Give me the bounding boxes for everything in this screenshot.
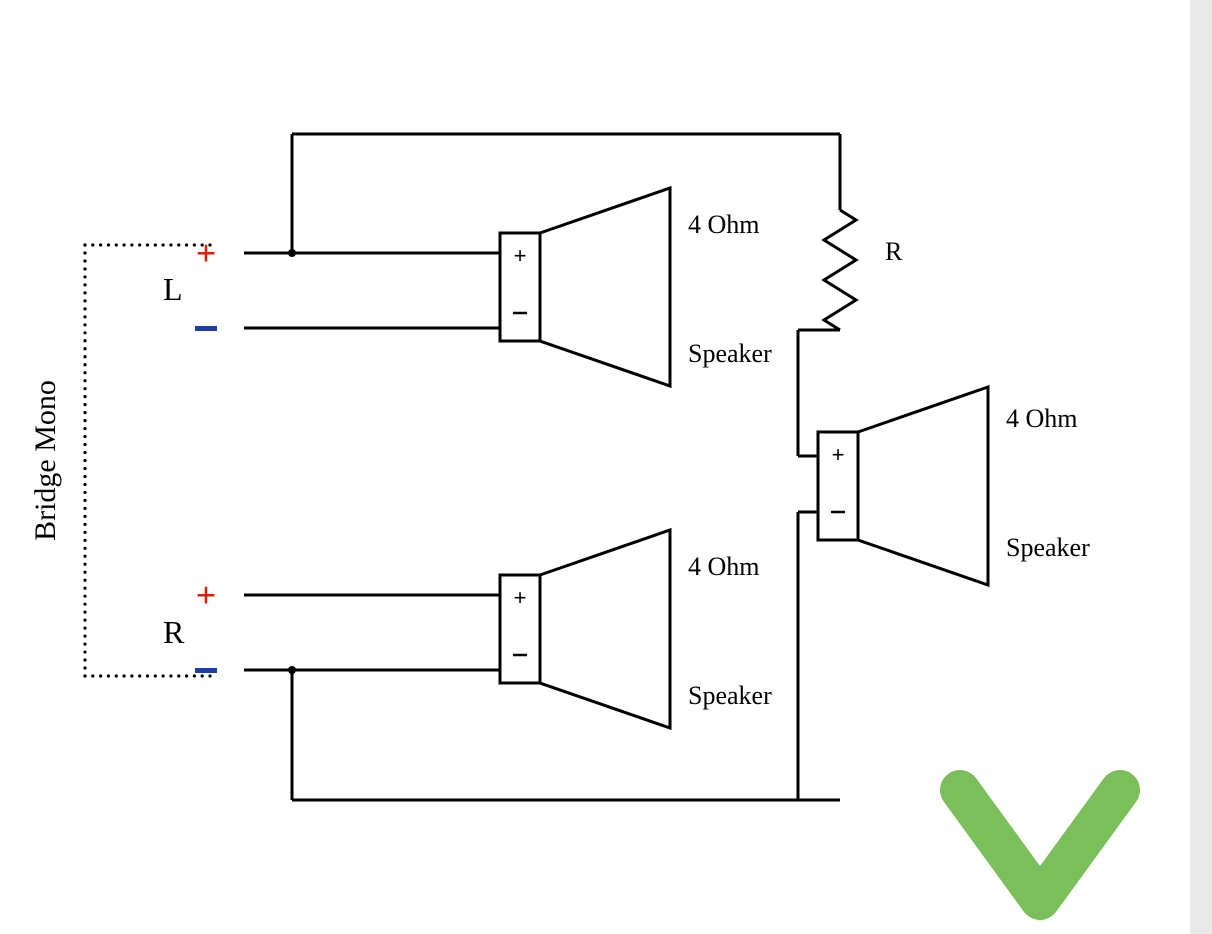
speaker-type-label: Speaker — [688, 339, 772, 368]
svg-text:+: + — [514, 585, 527, 610]
l-minus-terminal — [195, 326, 217, 331]
speaker-ohm-label: 4 Ohm — [1006, 404, 1078, 433]
svg-text:+: + — [514, 243, 527, 268]
speaker-ohm-label: 4 Ohm — [688, 210, 760, 239]
speaker-type-label: Speaker — [1006, 533, 1090, 562]
resistor — [824, 210, 856, 330]
r-plus-terminal: + — [196, 575, 217, 615]
l-plus-terminal: + — [196, 233, 217, 273]
r-minus-terminal — [195, 668, 217, 673]
channel-label-r: R — [163, 614, 185, 650]
resistor-label: R — [885, 237, 903, 266]
channel-label-l: L — [163, 271, 183, 307]
speaker-ohm-label: 4 Ohm — [688, 552, 760, 581]
diagram-stage: Bridge Mono + L + R +4 Ohm Speaker +4 Ohm Speake… — [0, 0, 1212, 934]
svg-text:+: + — [832, 442, 845, 467]
check-icon — [960, 790, 1120, 900]
speaker-type-label: Speaker — [688, 681, 772, 710]
circuit-diagram: Bridge Mono + L + R +4 Ohm Speaker +4 Ohm Speake… — [0, 0, 1212, 934]
bridge-mono-label: Bridge Mono — [29, 380, 62, 541]
